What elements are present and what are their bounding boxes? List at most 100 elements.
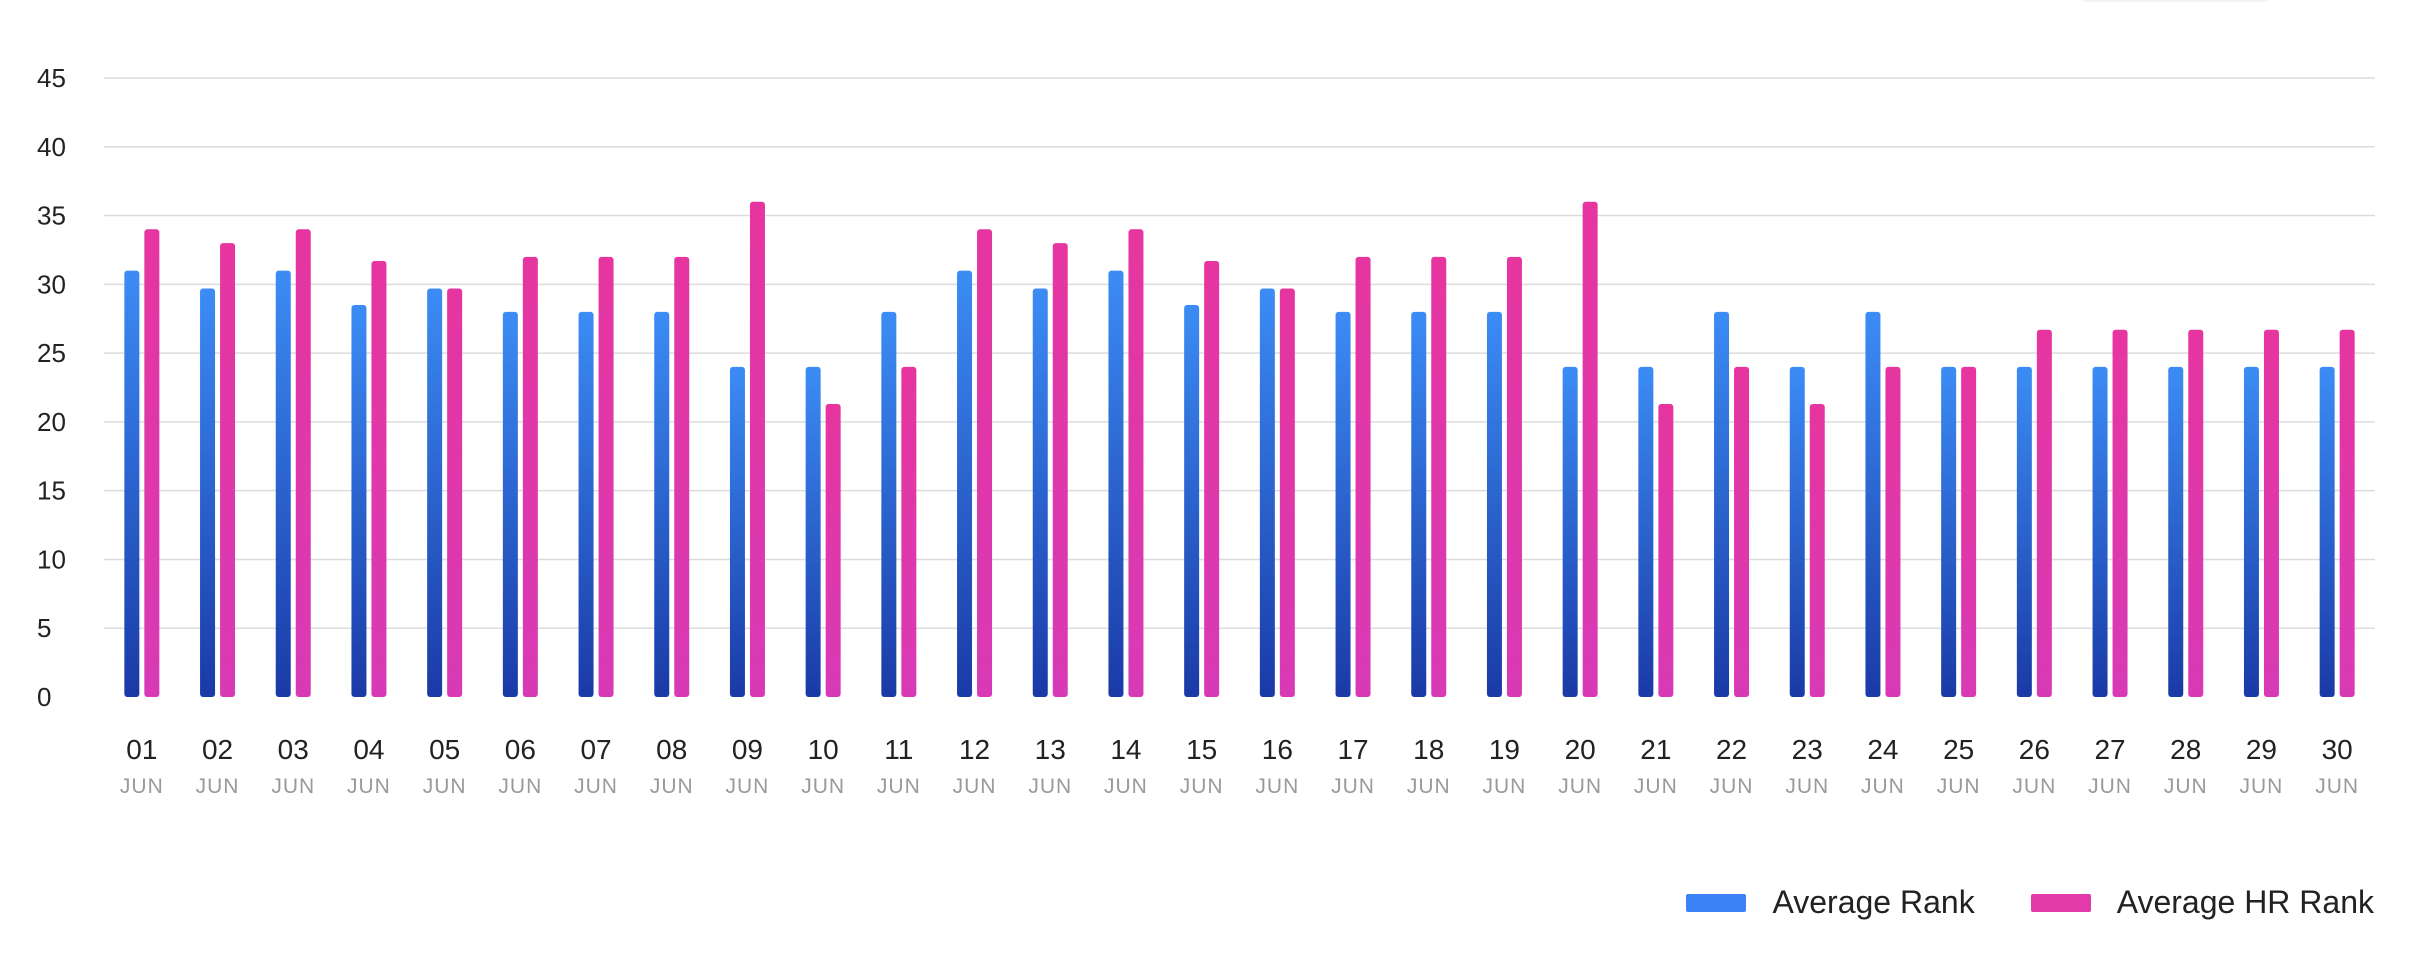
x-tick-sublabel: JUN xyxy=(1407,775,1451,798)
x-tick-sublabel: JUN xyxy=(1710,775,1754,798)
x-tick-sublabel: JUN xyxy=(877,775,921,798)
y-tick-label: 5 xyxy=(37,613,51,643)
x-tick-sublabel: JUN xyxy=(423,775,467,798)
grid-lines xyxy=(104,77,2375,629)
bar-average-hr-rank-10[interactable] xyxy=(825,404,841,697)
x-tick-label: 09 xyxy=(732,734,763,765)
bar-average-hr-rank-18[interactable] xyxy=(1431,256,1447,697)
x-tick-label: 06 xyxy=(505,734,536,765)
bar-average-rank-07[interactable] xyxy=(578,311,594,697)
bar-average-rank-10[interactable] xyxy=(805,366,821,697)
legend-label-average-rank: Average Rank xyxy=(1772,884,1975,920)
bar-average-rank-28[interactable] xyxy=(2168,366,2184,697)
bar-average-rank-04[interactable] xyxy=(351,304,367,697)
x-tick-sublabel: JUN xyxy=(2088,775,2132,798)
x-tick-sublabel: JUN xyxy=(196,775,240,798)
bar-average-rank-15[interactable] xyxy=(1184,304,1200,697)
bar-average-rank-30[interactable] xyxy=(2319,366,2335,697)
bar-average-hr-rank-24[interactable] xyxy=(1885,366,1901,697)
bar-average-hr-rank-02[interactable] xyxy=(220,243,236,698)
x-tick-sublabel: JUN xyxy=(1558,775,1602,798)
bar-average-rank-09[interactable] xyxy=(729,366,745,697)
bar-average-hr-rank-17[interactable] xyxy=(1355,256,1371,697)
x-tick-sublabel: JUN xyxy=(650,775,694,798)
bar-average-rank-22[interactable] xyxy=(1714,311,1730,697)
bar-average-hr-rank-21[interactable] xyxy=(1658,404,1674,697)
x-tick-sublabel: JUN xyxy=(2164,775,2208,798)
bar-average-rank-08[interactable] xyxy=(654,311,670,697)
bar-average-hr-rank-07[interactable] xyxy=(598,256,614,697)
x-tick-sublabel: JUN xyxy=(1861,775,1905,798)
bar-average-rank-02[interactable] xyxy=(200,288,216,697)
bar-average-rank-01[interactable] xyxy=(124,270,140,697)
x-tick-sublabel: JUN xyxy=(2240,775,2284,798)
bar-average-rank-13[interactable] xyxy=(1032,288,1048,697)
bar-average-rank-20[interactable] xyxy=(1562,366,1578,697)
bar-average-hr-rank-29[interactable] xyxy=(2263,329,2279,697)
legend-item-average-rank[interactable]: Average Rank xyxy=(1686,884,1975,921)
bar-average-hr-rank-28[interactable] xyxy=(2188,329,2204,697)
bar-average-rank-21[interactable] xyxy=(1638,366,1654,697)
x-tick-sublabel: JUN xyxy=(1331,775,1375,798)
y-tick-label: 40 xyxy=(37,132,66,162)
y-axis-ticks: 0 5 10 15 20 25 30 35 40 45 xyxy=(37,63,66,712)
bar-average-hr-rank-23[interactable] xyxy=(1809,404,1825,697)
x-tick-label: 19 xyxy=(1489,734,1520,765)
x-tick-sublabel: JUN xyxy=(801,775,845,798)
bar-average-rank-19[interactable] xyxy=(1486,311,1502,697)
y-tick-label: 10 xyxy=(37,544,66,574)
x-tick-sublabel: JUN xyxy=(2315,775,2359,798)
bar-average-rank-05[interactable] xyxy=(427,288,443,697)
x-tick-sublabel: JUN xyxy=(1483,775,1527,798)
bar-average-rank-06[interactable] xyxy=(502,311,518,697)
x-tick-label: 20 xyxy=(1565,734,1596,765)
bar-average-hr-rank-15[interactable] xyxy=(1204,260,1220,697)
x-tick-sublabel: JUN xyxy=(1937,775,1981,798)
bar-average-hr-rank-13[interactable] xyxy=(1052,243,1068,698)
bar-average-rank-12[interactable] xyxy=(957,270,973,697)
bar-average-hr-rank-27[interactable] xyxy=(2112,329,2128,697)
bar-average-hr-rank-16[interactable] xyxy=(1279,288,1295,697)
bar-average-hr-rank-22[interactable] xyxy=(1734,366,1750,697)
x-tick-label: 07 xyxy=(580,734,611,765)
legend: Average Rank Average HR Rank xyxy=(1686,884,2374,921)
x-tick-label: 30 xyxy=(2322,734,2353,765)
bar-average-hr-rank-19[interactable] xyxy=(1506,256,1522,697)
bar-average-hr-rank-20[interactable] xyxy=(1582,201,1598,698)
bar-average-rank-26[interactable] xyxy=(2016,366,2032,697)
bar-average-hr-rank-30[interactable] xyxy=(2339,329,2355,697)
bar-average-hr-rank-08[interactable] xyxy=(674,256,690,697)
bar-average-rank-24[interactable] xyxy=(1865,311,1881,697)
bar-average-hr-rank-26[interactable] xyxy=(2036,329,2052,697)
bar-average-hr-rank-11[interactable] xyxy=(901,366,917,697)
legend-item-average-hr-rank[interactable]: Average HR Rank xyxy=(2030,884,2374,921)
bar-average-hr-rank-09[interactable] xyxy=(749,201,765,698)
bar-average-rank-18[interactable] xyxy=(1411,311,1427,697)
x-tick-label: 05 xyxy=(429,734,460,765)
bar-average-hr-rank-03[interactable] xyxy=(295,229,311,698)
bar-average-hr-rank-12[interactable] xyxy=(977,229,993,698)
bar-average-rank-23[interactable] xyxy=(1789,366,1805,697)
x-tick-label: 15 xyxy=(1186,734,1217,765)
bar-average-hr-rank-06[interactable] xyxy=(522,256,538,697)
bar-average-hr-rank-01[interactable] xyxy=(144,229,160,698)
x-tick-label: 03 xyxy=(278,734,309,765)
bar-average-hr-rank-14[interactable] xyxy=(1128,229,1144,698)
bar-average-rank-11[interactable] xyxy=(881,311,897,697)
x-axis-ticks: 01 JUN 02 JUN 03 JUN 04 JUN 05 JUN 06 JUN 07 JUN 08 JUN… xyxy=(120,734,2359,798)
bar-average-rank-14[interactable] xyxy=(1108,270,1124,697)
bar-average-rank-29[interactable] xyxy=(2243,366,2259,697)
bar-average-rank-16[interactable] xyxy=(1259,288,1275,697)
bar-average-rank-17[interactable] xyxy=(1335,311,1351,697)
bar-average-hr-rank-04[interactable] xyxy=(371,260,387,697)
legend-swatch-average-rank xyxy=(1686,893,1747,912)
bar-average-hr-rank-05[interactable] xyxy=(447,288,463,697)
bar-average-rank-25[interactable] xyxy=(1941,366,1957,697)
bar-average-hr-rank-25[interactable] xyxy=(1961,366,1977,697)
x-tick-label: 13 xyxy=(1035,734,1066,765)
bar-average-rank-03[interactable] xyxy=(275,270,291,697)
bar-average-rank-27[interactable] xyxy=(2092,366,2108,697)
x-tick-sublabel: JUN xyxy=(498,775,542,798)
x-tick-sublabel: JUN xyxy=(1104,775,1148,798)
x-tick-label: 11 xyxy=(884,734,913,765)
